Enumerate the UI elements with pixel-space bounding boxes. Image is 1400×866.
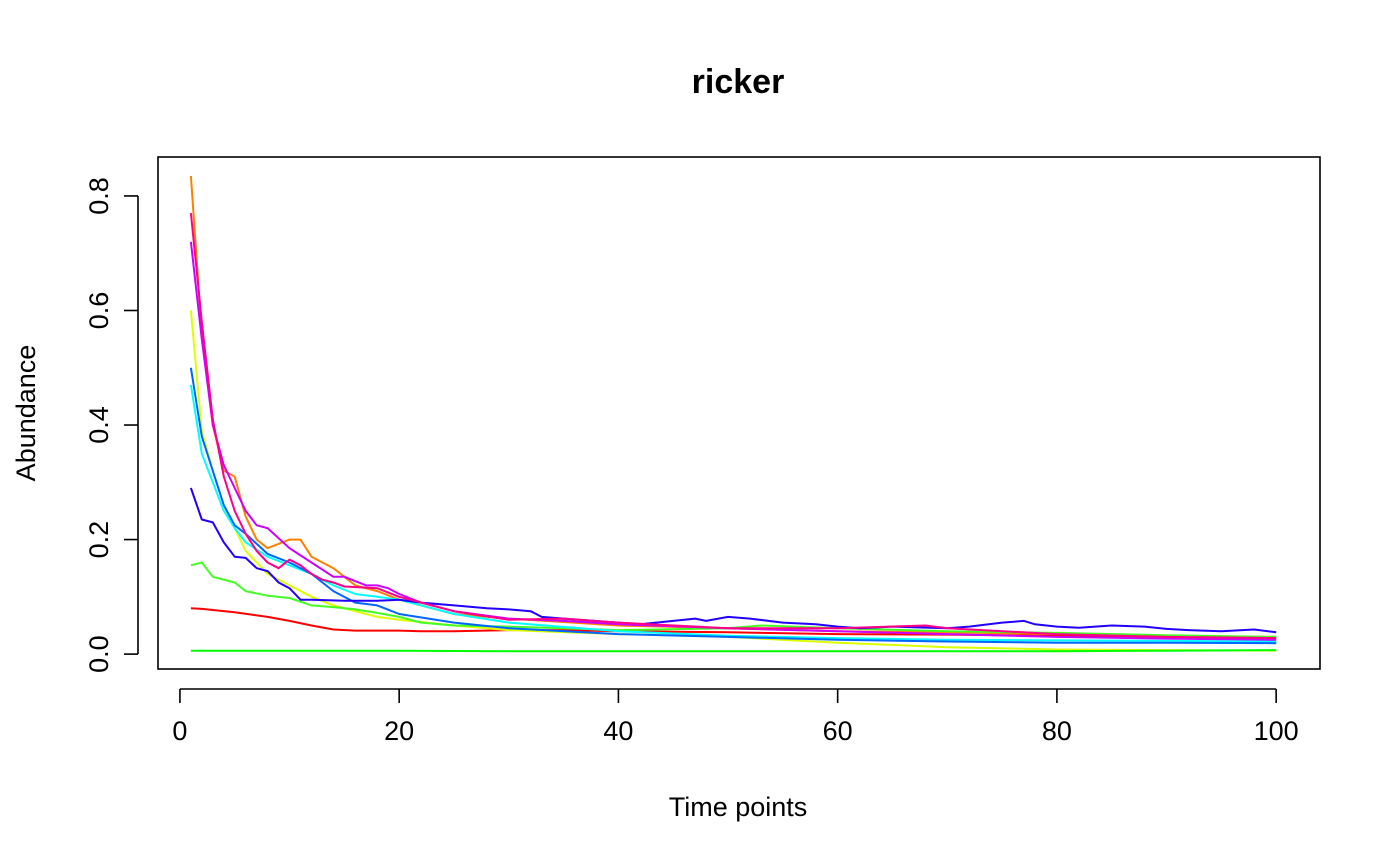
y-axis-label: Abundance <box>11 345 41 482</box>
y-tick-label: 0.0 <box>84 635 114 673</box>
y-tick-label: 0.6 <box>84 292 114 330</box>
series-line-10 <box>189 213 1277 640</box>
x-axis: 0 20 40 60 80 100 <box>172 688 1299 746</box>
chart-title: ricker <box>692 63 785 101</box>
series-line-2 <box>189 175 1277 638</box>
y-tick-label: 0.4 <box>84 406 114 444</box>
x-tick-label: 0 <box>172 716 187 746</box>
x-tick-label: 100 <box>1254 716 1299 746</box>
y-axis: 0.0 0.2 0.4 0.6 0.8 <box>84 177 139 673</box>
series-line-7 <box>189 367 1277 645</box>
y-tick-label: 0.2 <box>84 521 114 559</box>
series-line-9 <box>189 241 1277 641</box>
series-line-4 <box>190 649 1277 653</box>
x-axis-label: Time points <box>669 792 808 822</box>
x-tick-label: 60 <box>823 716 853 746</box>
series-lines <box>189 175 1277 653</box>
series-line-1 <box>190 607 1277 640</box>
x-tick-label: 80 <box>1042 716 1072 746</box>
x-tick-label: 20 <box>384 716 414 746</box>
plot-frame <box>157 156 1321 670</box>
series-line-3 <box>189 310 1277 652</box>
series-line-6 <box>189 384 1277 643</box>
y-tick-label: 0.8 <box>84 177 114 215</box>
series-line-8 <box>189 487 1277 634</box>
x-tick-label: 40 <box>603 716 633 746</box>
